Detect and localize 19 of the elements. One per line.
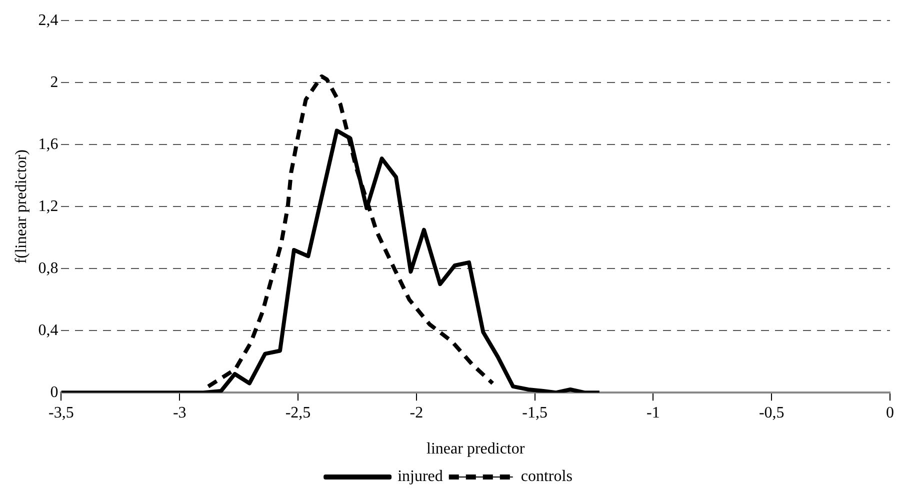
y-axis-title: f(linear predictor) xyxy=(12,150,30,264)
x-axis-title: linear predictor xyxy=(426,440,526,458)
x-tick-label: -1,5 xyxy=(522,404,548,422)
y-tick-label: 0,8 xyxy=(38,260,58,277)
x-tick-label: -1 xyxy=(646,404,660,422)
y-tick-label: 1,6 xyxy=(38,136,58,153)
x-tick-label: -3,5 xyxy=(48,404,74,422)
y-tick-label: 2 xyxy=(50,74,58,91)
legend-label: injured xyxy=(398,468,443,486)
legend-label: controls xyxy=(520,468,572,486)
x-tick-label: -2,5 xyxy=(285,404,311,422)
x-tick-label: -2 xyxy=(410,404,424,422)
y-tick-label: 2,4 xyxy=(38,12,58,29)
y-tick-label: 1,2 xyxy=(38,198,58,215)
x-tick-label: 0 xyxy=(886,404,894,422)
x-tick-label: -0,5 xyxy=(758,404,784,422)
y-tick-label: 0,4 xyxy=(38,322,58,339)
y-tick-label: 0 xyxy=(50,384,58,401)
x-tick-label: -3 xyxy=(172,404,186,422)
